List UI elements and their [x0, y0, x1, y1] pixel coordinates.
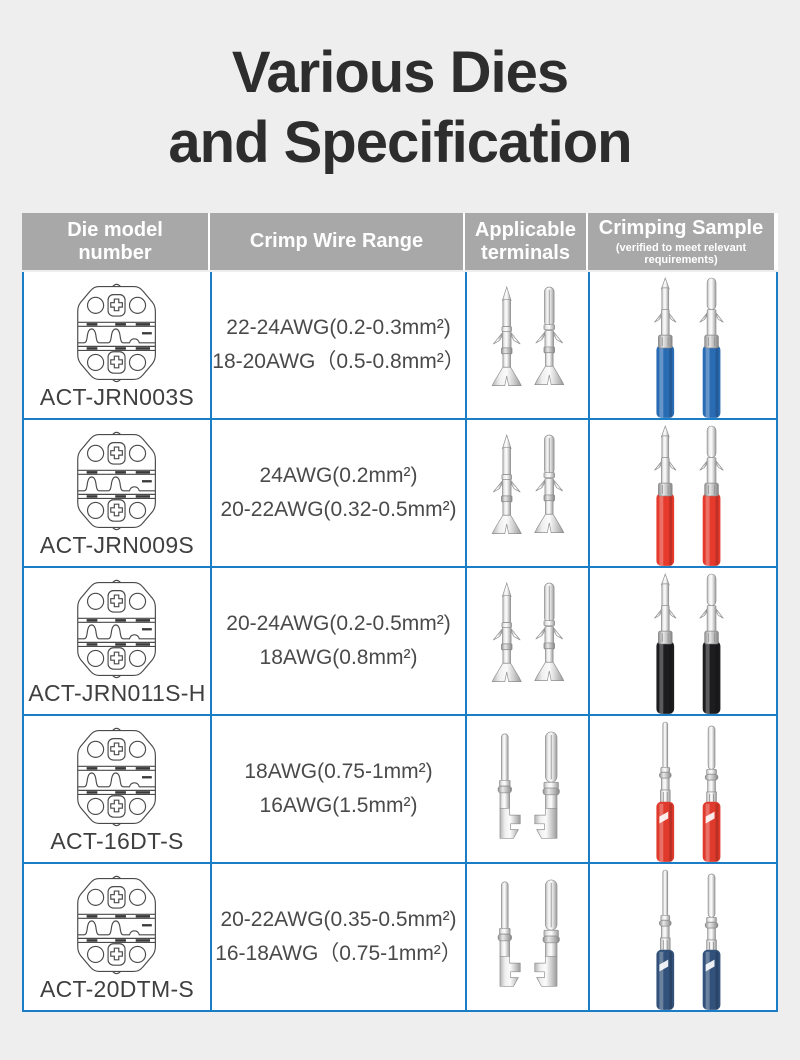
crimp-die-diagram: [77, 727, 156, 827]
cell-die-model: ACT-JRN009S: [24, 420, 210, 566]
wire-range-line1: 22-24AWG(0.2-0.3mm²): [226, 316, 451, 339]
wire-graphic: [702, 493, 721, 566]
cell-die-model: ACT-20DTM-S: [24, 864, 210, 1010]
wire-graphic: [702, 641, 721, 714]
crimp-sample-image: [654, 425, 724, 566]
wire-range-line2: 20-22AWG(0.32-0.5mm²): [220, 498, 457, 521]
table-header-row: Die model number Crimp Wire Range Applic…: [22, 213, 778, 270]
header-wire-range-label: Crimp Wire Range: [249, 230, 424, 252]
cell-applicable-terminals: [467, 864, 588, 1010]
crimp-sample-image: [656, 721, 721, 862]
cell-applicable-terminals: [467, 568, 588, 714]
wire-range-line1: 20-22AWG(0.35-0.5mm²): [220, 908, 457, 931]
header-die-model-label: Die model number: [67, 218, 163, 264]
crimp-die-diagram: [77, 283, 156, 383]
cell-die-model: ACT-JRN003S: [24, 272, 210, 418]
crimp-sample-image: [656, 869, 721, 1010]
header-sample-note: (verified to meet relevant requirements): [615, 241, 747, 267]
cell-wire-range: 20-24AWG(0.2-0.5mm²) 18AWG(0.8mm²): [212, 568, 465, 714]
die-model-number: ACT-JRN011S-H: [28, 680, 206, 706]
wire-graphic: [656, 641, 675, 714]
cell-wire-range: 20-22AWG(0.35-0.5mm²) 16-18AWG（0.75-1mm²…: [212, 864, 465, 1010]
cell-wire-range: 22-24AWG(0.2-0.3mm²) 18-20AWG（0.5-0.8mm²…: [212, 272, 465, 418]
stamped-terminals-image: [491, 285, 564, 386]
wire-range-line2: 18AWG(0.8mm²): [259, 646, 418, 669]
wire-range-line2: 16-18AWG（0.75-1mm²）: [215, 942, 462, 965]
crimp-die-diagram: [77, 875, 156, 975]
header-die-model: Die model number: [22, 213, 208, 270]
wire-range-line2: 18-20AWG（0.5-0.8mm²）: [212, 350, 465, 373]
wire-graphic: [702, 345, 721, 418]
die-model-number: ACT-16DT-S: [50, 828, 184, 854]
page-title-line1: Various Dies: [231, 40, 569, 105]
page-title-line2: and Specification: [168, 110, 632, 175]
die-model-number: ACT-JRN009S: [39, 532, 195, 558]
crimp-sample-image: [654, 277, 724, 418]
crimp-die-diagram: [77, 579, 156, 679]
page-title: Various Dies and Specification: [0, 38, 800, 178]
wire-graphic: [656, 345, 675, 418]
cell-crimping-sample: [590, 568, 776, 714]
wire-graphic: [656, 493, 675, 566]
stamped-terminals-image: [491, 581, 564, 682]
cell-applicable-terminals: [467, 420, 588, 566]
cell-applicable-terminals: [467, 716, 588, 862]
cell-crimping-sample: [590, 420, 776, 566]
machined-terminals-image: [497, 879, 560, 987]
header-sample: Crimping Sample (verified to meet releva…: [588, 213, 774, 270]
crimp-die-diagram: [77, 431, 156, 531]
cell-die-model: ACT-JRN011S-H: [24, 568, 210, 714]
cell-crimping-sample: [590, 864, 776, 1010]
header-sample-label: Crimping Sample: [598, 216, 764, 239]
cell-applicable-terminals: [467, 272, 588, 418]
machined-terminals-image: [497, 731, 560, 839]
cell-crimping-sample: [590, 272, 776, 418]
header-terminals: Applicable terminals: [465, 213, 586, 270]
wire-range-line2: 16AWG(1.5mm²): [259, 794, 418, 817]
wire-range-line1: 18AWG(0.75-1mm²): [244, 760, 433, 783]
cell-die-model: ACT-16DT-S: [24, 716, 210, 862]
die-model-number: ACT-JRN003S: [39, 384, 195, 410]
die-model-number: ACT-20DTM-S: [39, 976, 195, 1002]
header-wire-range: Crimp Wire Range: [210, 213, 463, 270]
crimp-sample-image: [654, 573, 724, 714]
spec-table: Die model number Crimp Wire Range Applic…: [22, 213, 778, 1012]
cell-wire-range: 18AWG(0.75-1mm²) 16AWG(1.5mm²): [212, 716, 465, 862]
table-body: ACT-JRN003S 22-24AWG(0.2-0.3mm²) 18-20AW…: [22, 272, 778, 1012]
wire-range-line1: 24AWG(0.2mm²): [259, 464, 418, 487]
cell-crimping-sample: [590, 716, 776, 862]
header-terminals-label: Applicable terminals: [474, 218, 577, 264]
stamped-terminals-image: [491, 433, 564, 534]
wire-range-line1: 20-24AWG(0.2-0.5mm²): [226, 612, 451, 635]
cell-wire-range: 24AWG(0.2mm²) 20-22AWG(0.32-0.5mm²): [212, 420, 465, 566]
